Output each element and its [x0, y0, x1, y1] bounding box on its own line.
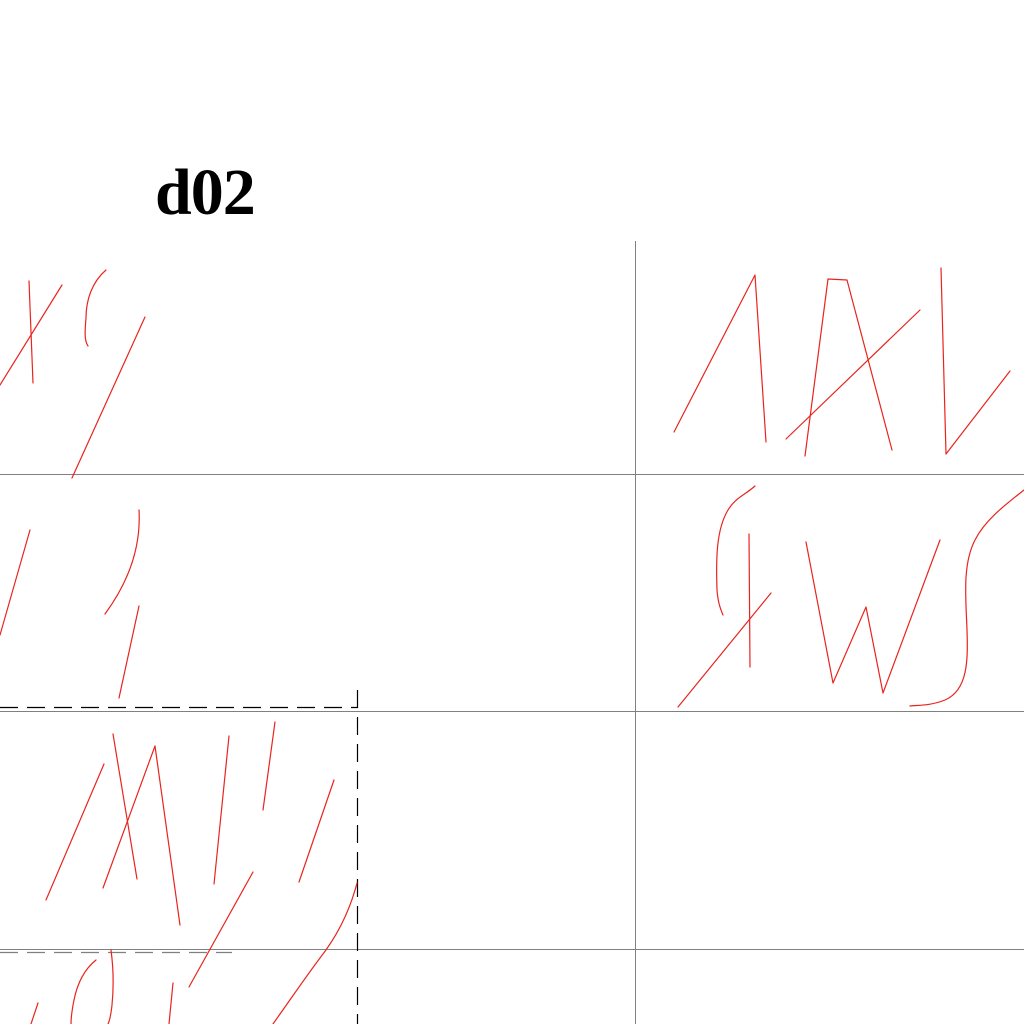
sketch-stroke — [102, 745, 181, 926]
sketch-stroke — [804, 278, 893, 457]
sketch-stroke — [272, 882, 358, 1024]
sketch-stroke — [298, 779, 335, 883]
sketch-stroke — [0, 529, 31, 636]
sketch-stroke — [112, 733, 138, 880]
page-title: d02 — [155, 156, 256, 229]
grid — [0, 241, 1024, 1024]
sketch-stroke — [45, 763, 105, 901]
sketch-stroke — [107, 949, 114, 1024]
sketch-stroke — [30, 1002, 39, 1024]
sketch-stroke — [940, 267, 1011, 455]
sketch-stroke — [84, 269, 107, 347]
sketch-stroke — [168, 982, 174, 1024]
sketch-cell-middle-right — [677, 485, 1024, 708]
sketch-stroke — [213, 735, 230, 885]
sketch-stroke — [748, 533, 751, 668]
sketch-stroke — [673, 274, 767, 443]
sketch-cell-top-left — [0, 269, 146, 479]
sketch-stroke — [805, 539, 941, 694]
sketch-stroke — [262, 721, 276, 811]
sketch-cell-bottom-left — [30, 721, 358, 1024]
sketch-stroke — [70, 959, 97, 1024]
sketch-stroke — [104, 509, 140, 615]
sketch-stroke — [188, 871, 254, 988]
sketch-stroke — [716, 485, 756, 616]
sketch-cell-middle-left — [0, 509, 140, 699]
sketch-strokes — [0, 267, 1024, 1024]
sketch-stroke — [0, 284, 63, 386]
sketch-stroke — [677, 592, 772, 708]
sketch-stroke — [118, 605, 140, 699]
sketch-cell-top-right — [673, 267, 1011, 457]
sketch-stroke — [28, 280, 34, 384]
sketch-stroke — [785, 309, 921, 440]
sketch-stroke — [71, 316, 146, 479]
dashed-selection-box[interactable] — [0, 690, 359, 1024]
sketch-stroke — [909, 489, 1024, 707]
